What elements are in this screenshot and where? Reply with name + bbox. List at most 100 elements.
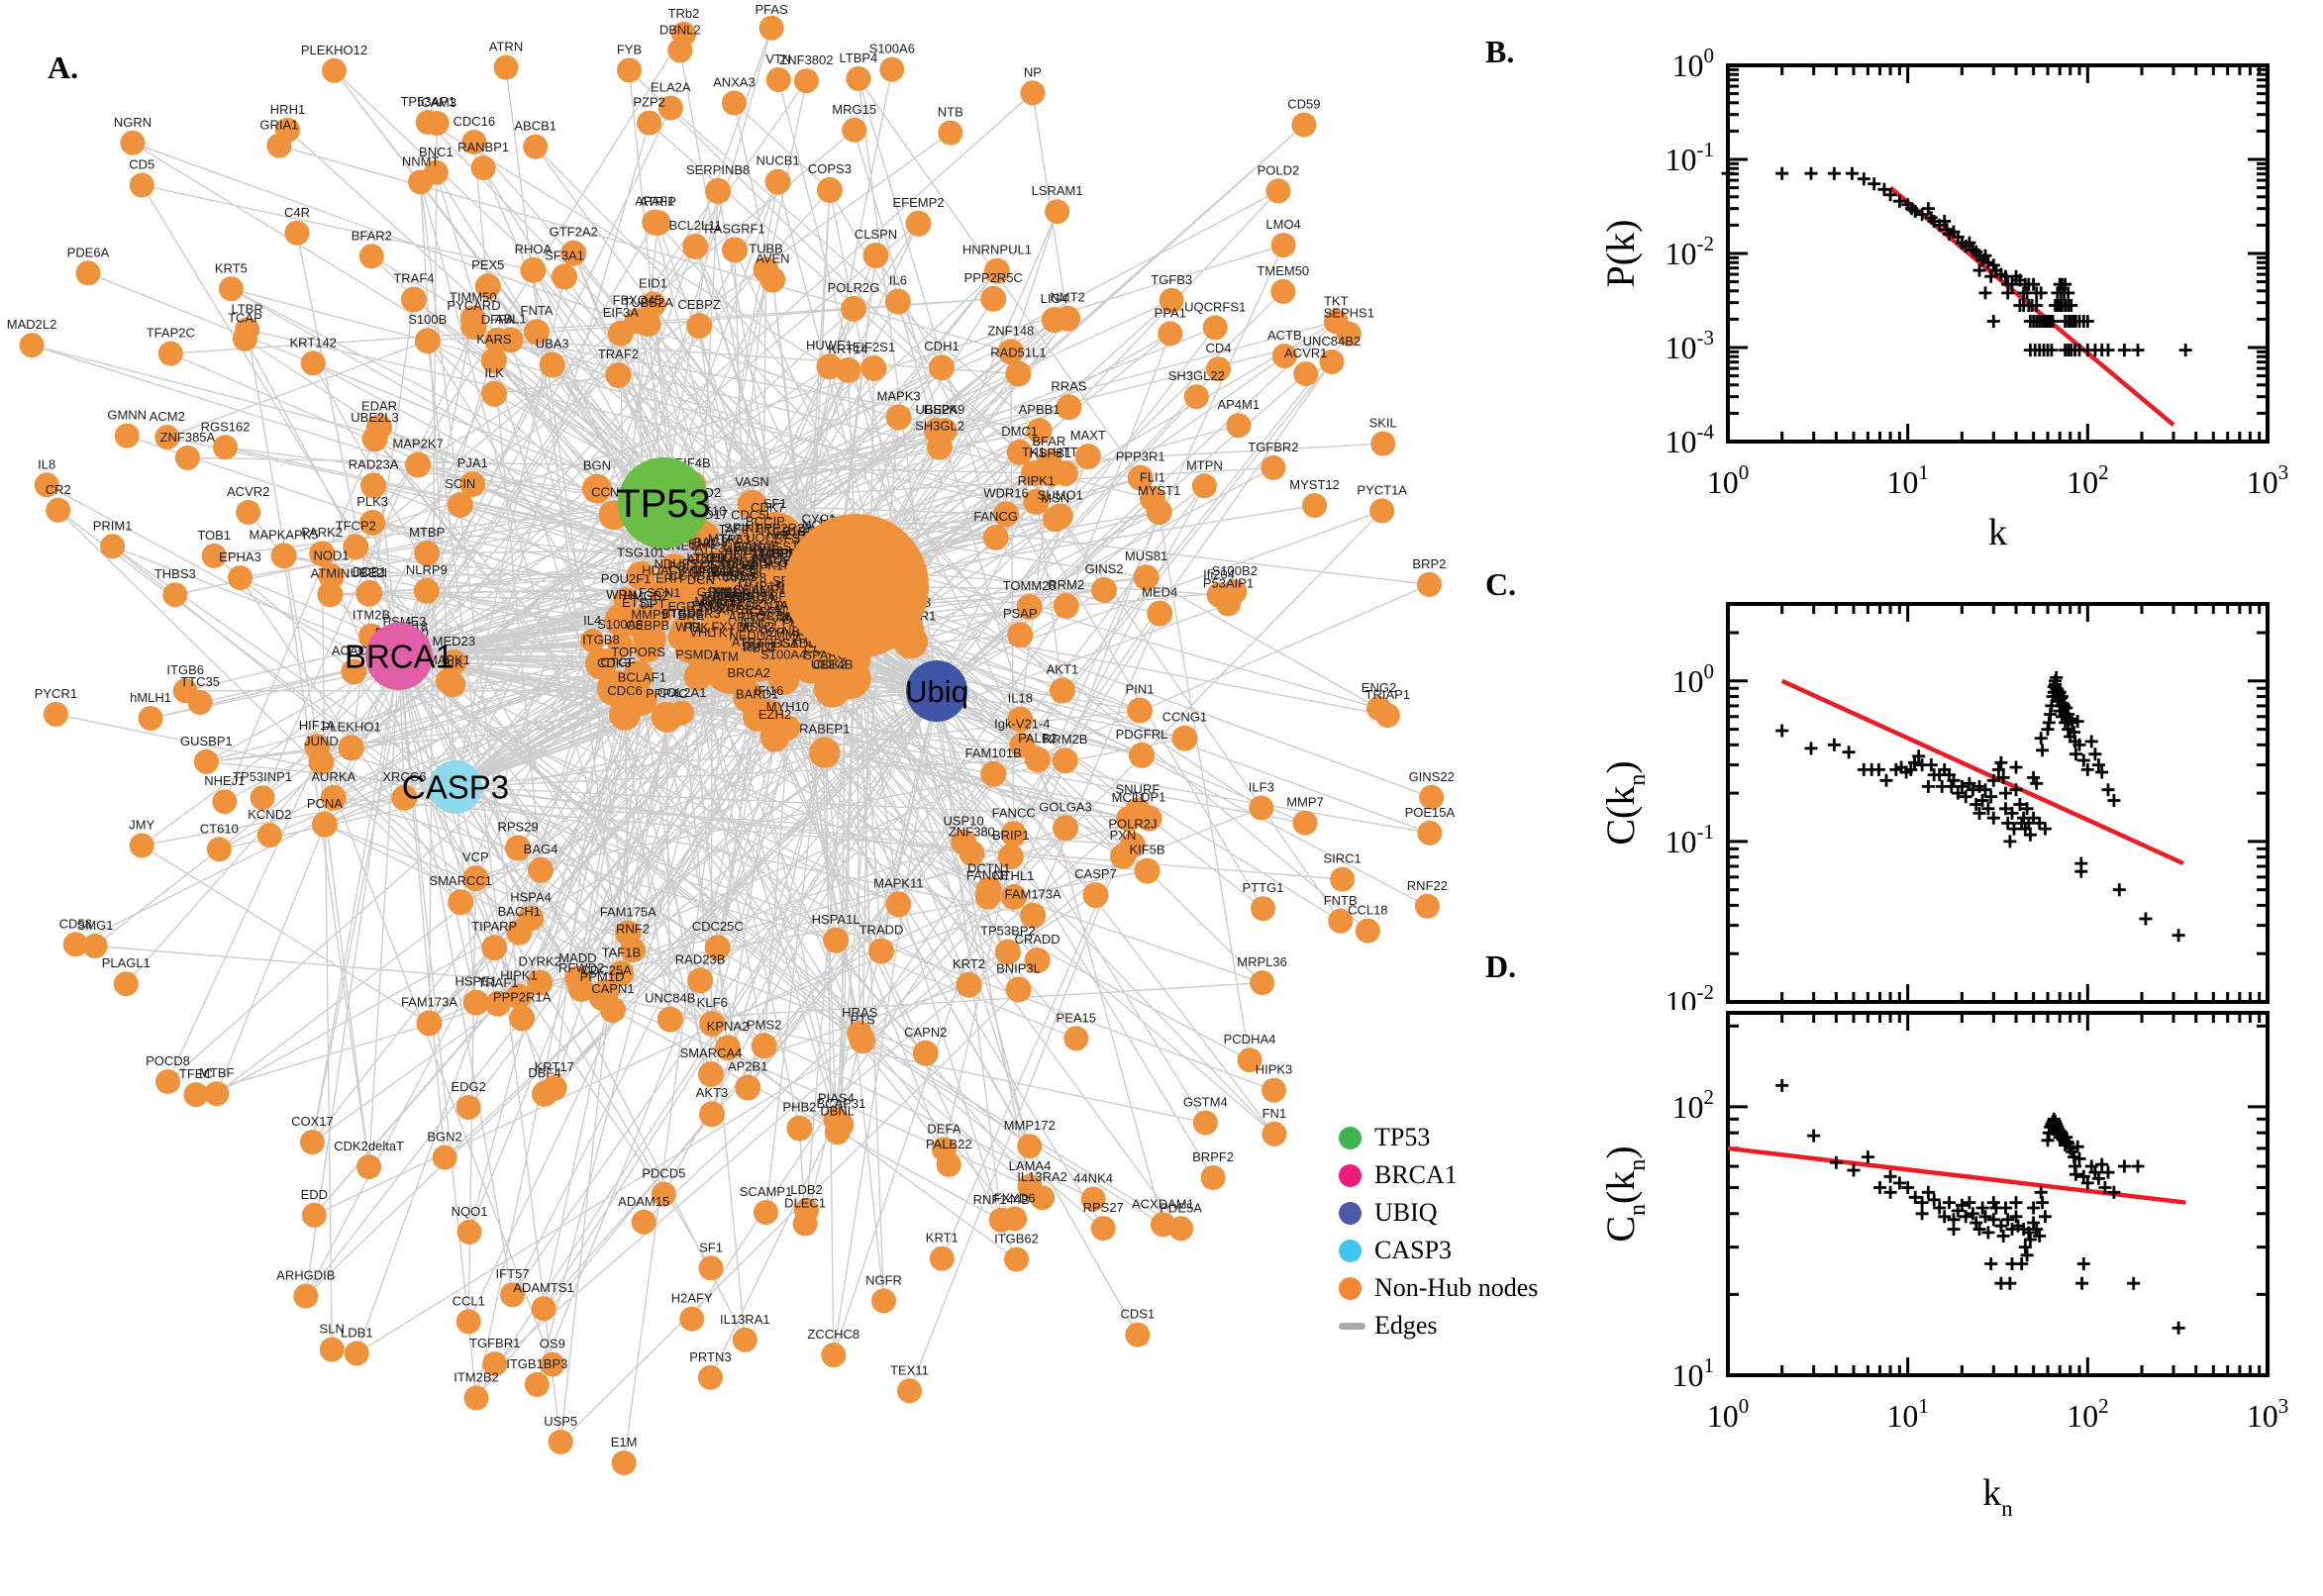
node-label: OS9 bbox=[540, 1337, 565, 1351]
node-label: ELA2A bbox=[651, 80, 691, 95]
node-label: NTHL1 bbox=[993, 868, 1034, 883]
network-node bbox=[1049, 677, 1075, 704]
node-label: ZCCHC8 bbox=[807, 1327, 859, 1342]
node-label: DFFA bbox=[481, 312, 515, 327]
network-node bbox=[524, 1371, 550, 1397]
network-node bbox=[982, 524, 1009, 550]
network-node bbox=[1074, 444, 1101, 470]
node-label: MTBF bbox=[199, 1065, 234, 1080]
network-node bbox=[816, 177, 843, 203]
node-label: ENG2 bbox=[1362, 680, 1396, 695]
node-label: PIM1 bbox=[709, 584, 739, 599]
tick-label: 102 bbox=[1672, 1085, 1715, 1125]
tick-label: 10-1 bbox=[1666, 138, 1715, 177]
node-label: AVEN bbox=[756, 251, 789, 266]
network-node bbox=[155, 1069, 180, 1094]
network-node bbox=[582, 473, 612, 504]
network-node bbox=[637, 110, 662, 136]
network-node bbox=[46, 497, 71, 523]
network-node bbox=[414, 328, 441, 354]
network-node bbox=[1206, 356, 1231, 382]
node-label: CYCS bbox=[722, 569, 758, 584]
network-node bbox=[1063, 1026, 1089, 1051]
node-label: NQO1 bbox=[452, 1204, 488, 1219]
network-node bbox=[1249, 795, 1274, 821]
node-label: CRADD bbox=[1014, 932, 1060, 947]
network-node bbox=[641, 612, 665, 637]
node-label: ACVR2 bbox=[227, 484, 269, 499]
network-node bbox=[138, 706, 163, 731]
node-label: GSTM4 bbox=[1183, 1095, 1228, 1110]
node-label: HRH1 bbox=[270, 102, 305, 117]
network-node bbox=[1007, 622, 1034, 648]
protein-interaction-network: TCAP Ifi204 TP53INP1 P53AIP1 SMG1 H2AFY ZCCHC8… bbox=[7, 2, 1456, 1475]
network-node bbox=[823, 927, 850, 953]
node-label: MYST1 bbox=[1138, 483, 1180, 498]
node-label: CDK7 bbox=[751, 500, 785, 515]
network-node bbox=[1091, 576, 1117, 603]
network-node bbox=[416, 1010, 443, 1037]
node-label: NGRN bbox=[114, 115, 152, 130]
network-node bbox=[1319, 349, 1345, 374]
node-label: CDC25A bbox=[581, 963, 633, 978]
node-label: BGN bbox=[583, 458, 611, 473]
node-label: COL2A1 bbox=[657, 685, 707, 700]
network-node bbox=[657, 553, 692, 588]
network-node bbox=[1355, 918, 1380, 944]
network-node bbox=[1024, 747, 1051, 773]
network-node bbox=[847, 1021, 873, 1047]
network-node bbox=[929, 1246, 955, 1271]
node-label: IL4 bbox=[583, 613, 601, 628]
tick-label: 102 bbox=[2067, 1394, 2109, 1434]
node-label: RAD23B bbox=[675, 951, 726, 966]
network-node bbox=[456, 1219, 482, 1245]
y-axis-title: C(kn) bbox=[1598, 760, 1651, 845]
power-law-fit-line bbox=[1727, 1146, 2186, 1205]
network-node bbox=[1370, 431, 1396, 456]
network-node bbox=[301, 1202, 327, 1228]
network-node bbox=[304, 734, 331, 759]
network-node bbox=[500, 1282, 525, 1308]
node-label: CLSPN bbox=[855, 227, 897, 242]
network-node bbox=[1251, 896, 1275, 922]
node-label: PRTN3 bbox=[689, 1349, 731, 1364]
tick-label: 101 bbox=[1886, 460, 1929, 500]
node-label: UBE2L3 bbox=[351, 410, 398, 425]
node-label: DBF4 bbox=[528, 1065, 560, 1080]
network-node bbox=[760, 561, 788, 589]
node-label: ITGB8 bbox=[582, 632, 620, 647]
network-node bbox=[1017, 1134, 1043, 1159]
node-label: FBXO45 bbox=[613, 292, 662, 307]
node-label: BGN2 bbox=[427, 1130, 461, 1145]
network-node bbox=[699, 1101, 725, 1128]
node-label: SCAMP1 bbox=[740, 1184, 792, 1199]
network-node bbox=[604, 603, 639, 638]
node-label: FANCG bbox=[973, 509, 1018, 524]
node-label: PPA1 bbox=[1155, 305, 1186, 320]
node-label: IFI16 bbox=[755, 683, 784, 698]
hub-node-brca1 bbox=[365, 623, 433, 690]
node-label: VTN bbox=[765, 51, 791, 66]
network-node bbox=[344, 1341, 369, 1366]
network-node bbox=[366, 414, 392, 441]
network-node bbox=[1146, 499, 1172, 526]
network-node bbox=[841, 295, 866, 322]
node-label: MAPK1 bbox=[427, 652, 470, 667]
node-label: RBL2 bbox=[743, 640, 775, 654]
network-node bbox=[715, 1035, 741, 1061]
node-label: PLEKHO12 bbox=[301, 43, 367, 57]
node-label: HUWE1 bbox=[806, 338, 853, 352]
network-node bbox=[358, 244, 384, 269]
node-label: AKT3 bbox=[696, 1085, 729, 1100]
network-node bbox=[509, 1005, 536, 1032]
node-label: GOLGA3 bbox=[1039, 799, 1091, 814]
network-node bbox=[1147, 600, 1173, 627]
node-label: GRIA1 bbox=[259, 118, 298, 133]
node-label: MED23 bbox=[433, 634, 475, 648]
node-label: TFEC bbox=[179, 1066, 213, 1081]
node-label: FN1 bbox=[1262, 1106, 1287, 1121]
network-node bbox=[1002, 1206, 1028, 1232]
node-label: POU2F1 bbox=[601, 571, 652, 586]
